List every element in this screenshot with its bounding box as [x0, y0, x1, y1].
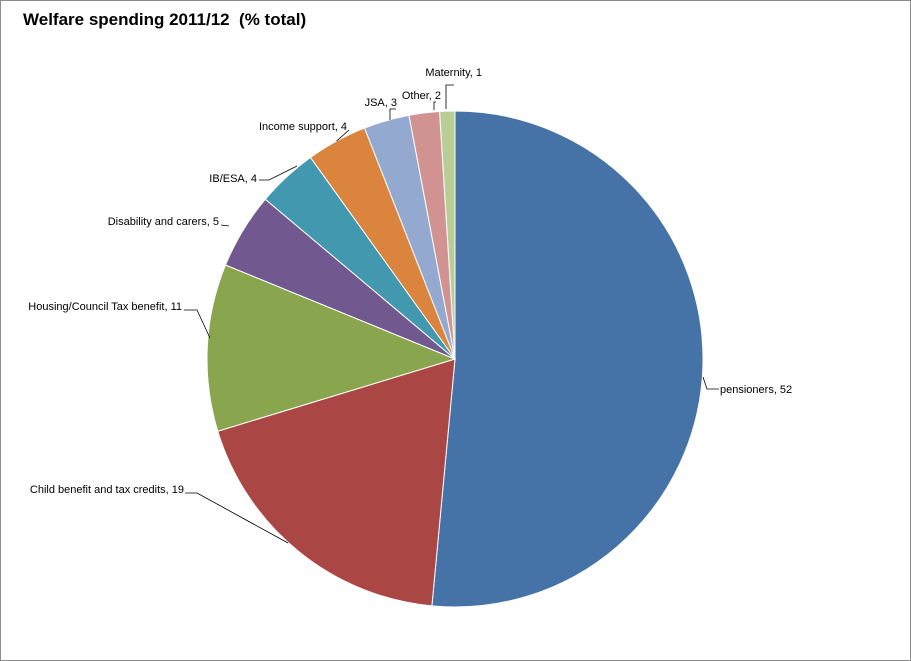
leader-line-disability-and-carers	[220, 224, 230, 227]
leader-lines	[184, 84, 719, 544]
leader-line-pensioners	[702, 376, 719, 390]
slice-label-child-benefit-and-tax-credits: Child benefit and tax credits, 19	[30, 484, 184, 496]
slice-labels: pensioners, 52 Child benefit and tax cred…	[28, 67, 792, 496]
leader-line-jsa	[389, 108, 396, 120]
pie-slice-pensioners	[431, 110, 704, 608]
slice-label-ib-esa: IB/ESA, 4	[209, 173, 257, 185]
slice-label-other: Other, 2	[402, 90, 441, 102]
slice-label-jsa: JSA, 3	[365, 97, 397, 109]
leader-line-maternity	[445, 84, 454, 109]
slice-label-income-support: Income support, 4	[259, 121, 347, 133]
leader-line-income-support	[336, 129, 350, 142]
leader-line-ib-esa	[259, 165, 298, 181]
chart-title: Welfare spending 2011/12 (% total)	[23, 10, 307, 29]
pie-slice-child-benefit-and-tax-credits	[217, 358, 456, 607]
slice-label-housing-council-tax-benefit: Housing/Council Tax benefit, 11	[28, 301, 182, 313]
slice-label-disability-and-carers: Disability and carers, 5	[108, 216, 219, 228]
pie-slice-maternity	[439, 110, 456, 360]
pie-slice-housing-council-tax-benefit	[206, 264, 457, 432]
slice-label-pensioners: pensioners, 52	[720, 384, 792, 396]
slice-label-maternity: Maternity, 1	[425, 67, 482, 79]
leader-line-child-benefit-and-tax-credits	[185, 492, 289, 544]
pie-slices	[206, 110, 704, 608]
leader-line-other	[433, 101, 436, 110]
leader-line-housing-council-tax-benefit	[184, 309, 211, 339]
